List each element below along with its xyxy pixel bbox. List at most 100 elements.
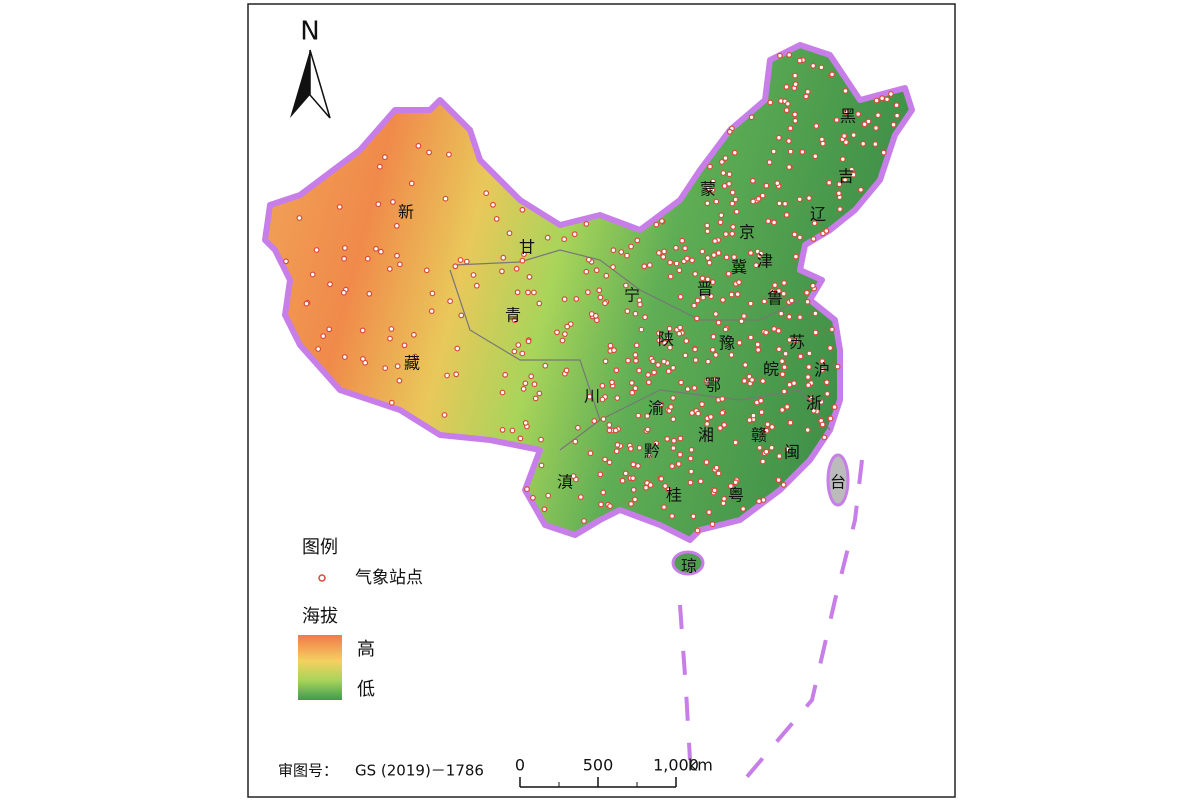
- station: [647, 482, 654, 488]
- station: [778, 310, 785, 317]
- station: [635, 463, 641, 469]
- station: [746, 417, 753, 424]
- station: [729, 230, 736, 237]
- province-label: 皖: [763, 360, 779, 379]
- station: [376, 163, 383, 170]
- station: [736, 339, 743, 346]
- station: [572, 438, 579, 445]
- station: [805, 374, 811, 381]
- station: [715, 470, 722, 477]
- station: [415, 142, 422, 149]
- station: [524, 486, 530, 493]
- station: [511, 348, 518, 355]
- station: [709, 346, 716, 353]
- station: [340, 289, 347, 296]
- station: [827, 345, 834, 351]
- province-label: 豫: [719, 334, 735, 353]
- station: [606, 427, 613, 434]
- province-label: 琼: [681, 557, 697, 576]
- station: [787, 419, 794, 426]
- station: [836, 181, 843, 188]
- station: [731, 149, 738, 156]
- station: [782, 200, 788, 207]
- station: [644, 426, 651, 433]
- station: [670, 364, 677, 371]
- station: [699, 401, 705, 408]
- station: [600, 489, 607, 496]
- station: [740, 506, 747, 512]
- station: [630, 486, 637, 493]
- station: [629, 389, 636, 396]
- station: [694, 315, 700, 322]
- station: [585, 256, 592, 263]
- station: [388, 326, 395, 332]
- station: [645, 379, 652, 386]
- maritime-line: [678, 459, 864, 787]
- station: [603, 272, 610, 279]
- province-label: 晋: [697, 280, 713, 299]
- station: [364, 255, 371, 262]
- station: [792, 117, 799, 124]
- station: [388, 399, 395, 406]
- station: [691, 385, 698, 391]
- station: [519, 206, 526, 213]
- station: [689, 257, 695, 264]
- station: [880, 149, 887, 156]
- province-label: 京: [739, 223, 755, 242]
- province-label: 宁: [624, 286, 640, 305]
- station: [564, 323, 571, 330]
- station: [850, 132, 857, 139]
- station: [373, 245, 379, 252]
- station: [677, 324, 683, 331]
- station: [444, 372, 451, 379]
- station: [607, 342, 614, 349]
- station: [810, 62, 817, 69]
- station: [641, 263, 648, 270]
- station: [775, 327, 782, 334]
- station: [775, 288, 782, 294]
- station: [731, 254, 737, 261]
- station: [671, 437, 677, 444]
- station: [493, 215, 500, 222]
- station: [397, 261, 403, 268]
- station: [563, 367, 570, 374]
- station: [692, 271, 699, 277]
- station: [780, 481, 787, 488]
- station: [519, 350, 526, 357]
- station: [779, 358, 785, 365]
- station: [821, 434, 828, 441]
- station: [723, 254, 730, 261]
- station: [676, 330, 683, 337]
- province-label: 鄂: [705, 376, 721, 395]
- station: [454, 345, 461, 352]
- station: [573, 296, 580, 302]
- station: [650, 358, 656, 365]
- station: [779, 407, 786, 413]
- station: [656, 330, 662, 337]
- station: [457, 257, 464, 263]
- station: [622, 470, 629, 477]
- station: [704, 222, 711, 229]
- station: [611, 347, 617, 354]
- station: [819, 421, 826, 428]
- station: [673, 260, 680, 267]
- station: [632, 496, 638, 503]
- station: [827, 415, 834, 422]
- station: [888, 91, 894, 97]
- station: [721, 495, 727, 502]
- province-label: 吉: [838, 167, 854, 186]
- station: [717, 425, 723, 432]
- station: [536, 390, 543, 397]
- station: [473, 282, 480, 289]
- station: [810, 407, 817, 414]
- station: [561, 236, 568, 243]
- province-label: 苏: [789, 333, 805, 352]
- station: [709, 279, 716, 286]
- station: [783, 107, 790, 114]
- station: [711, 487, 718, 494]
- station: [375, 201, 382, 208]
- station: [632, 310, 639, 317]
- station: [715, 250, 722, 256]
- station: [658, 401, 665, 408]
